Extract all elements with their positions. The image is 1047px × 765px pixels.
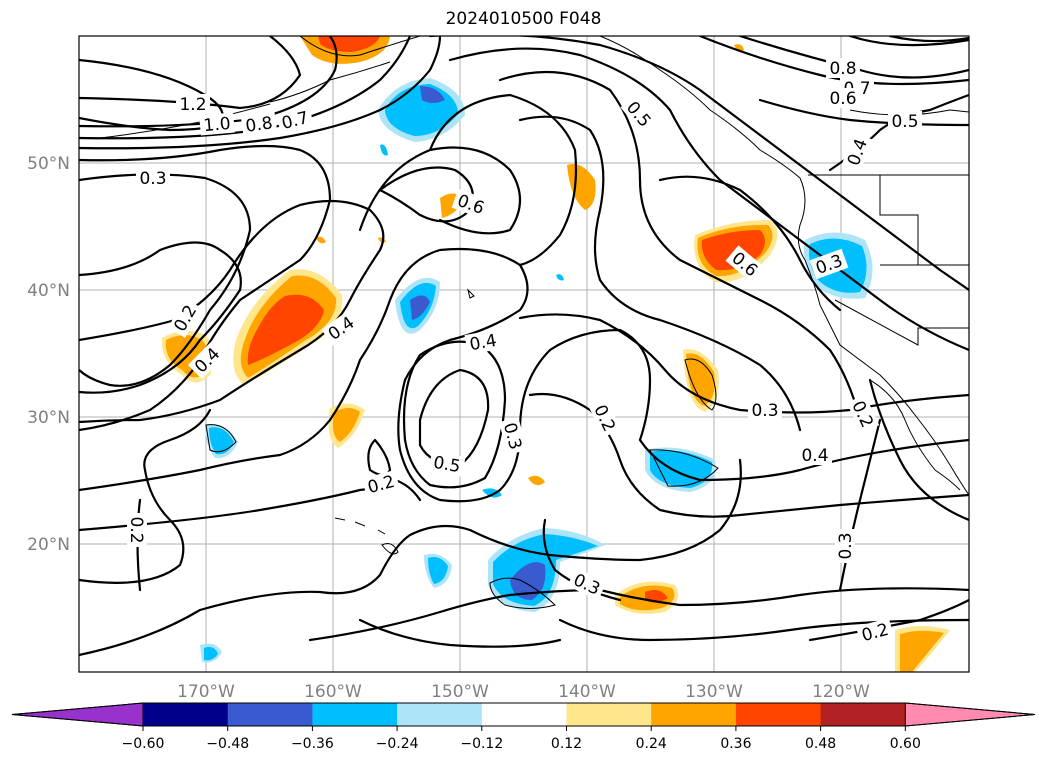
lat-label: 40°N xyxy=(27,281,70,301)
coastlines xyxy=(99,36,969,609)
colorbar-extend-high xyxy=(904,702,1036,727)
colorbar-segment xyxy=(566,703,652,726)
colorbar-tick-label: −0.36 xyxy=(291,736,334,752)
contour-label: 0.8 xyxy=(244,113,274,137)
contour-label: 0.3 xyxy=(751,401,778,421)
map-frame xyxy=(78,35,970,673)
lat-label: 20°N xyxy=(27,535,70,555)
colorbar-tick-label: 0.36 xyxy=(720,736,751,752)
contour-label: 0.6 xyxy=(829,89,856,109)
colorbar-segment xyxy=(820,703,906,726)
contour-label: 0.2 xyxy=(366,472,397,498)
contour-label: 0.5 xyxy=(891,112,918,132)
contour-label: 0.2 xyxy=(126,516,146,543)
colorbar-segment xyxy=(227,703,313,726)
contour-label: 0.3 xyxy=(499,421,525,452)
contour-label: 0.3 xyxy=(139,169,166,189)
colorbar-tick-label: 0.60 xyxy=(890,736,921,752)
lon-label: 170°W xyxy=(177,682,235,702)
lon-label: 120°W xyxy=(812,682,870,702)
shading-negative xyxy=(200,78,873,663)
contour-label: 0.8 xyxy=(829,59,856,79)
colorbar-tick-label: 0.48 xyxy=(805,736,836,752)
colorbar-tick-label: −0.12 xyxy=(460,736,503,752)
latitude-labels: 50°N 40°N 30°N 20°N xyxy=(27,154,70,555)
lat-label: 50°N xyxy=(27,154,70,174)
contour-label-group: 1.2 1.0 0.8 0.7 0.3 0.2 0.4 0.4 0.6 0.4 … xyxy=(126,58,922,646)
contour-label: 0.4 xyxy=(801,446,828,466)
lon-label: 130°W xyxy=(685,682,743,702)
colorbar-extend-low xyxy=(11,702,144,727)
colorbar-tick-label: −0.60 xyxy=(122,736,165,752)
lat-label: 30°N xyxy=(27,408,70,428)
contour-label: 0.7 xyxy=(280,108,311,134)
colorbar-segment xyxy=(481,703,567,726)
colorbar-segment xyxy=(735,703,822,726)
colorbar-segment xyxy=(143,703,229,726)
contour-label: 0.4 xyxy=(468,331,498,355)
colorbar-segment xyxy=(651,703,737,726)
colorbar-tick-label: −0.24 xyxy=(376,736,419,752)
colorbar-segment xyxy=(312,703,398,726)
contour-label: 1.2 xyxy=(179,95,206,115)
lon-label: 160°W xyxy=(304,682,362,702)
contour-label: 1.0 xyxy=(203,114,232,136)
map-title: 2024010500 F048 xyxy=(445,9,602,29)
contour-label: 0.3 xyxy=(836,532,856,559)
longitude-labels: 170°W 160°W 150°W 140°W 130°W 120°W xyxy=(177,682,870,702)
colorbar-tick-label: 0.24 xyxy=(636,736,667,752)
colorbar-tick-label: −0.48 xyxy=(206,736,249,752)
lon-label: 150°W xyxy=(431,682,489,702)
contour-label: 0.5 xyxy=(432,453,462,477)
colorbar-segment xyxy=(397,703,483,726)
colorbar: −0.60 −0.48 −0.36 −0.24 −0.12 0.12 0.24 0.36 0.4… xyxy=(11,702,1036,752)
lon-label: 140°W xyxy=(558,682,616,702)
colorbar-tick-label: 0.12 xyxy=(551,736,582,752)
